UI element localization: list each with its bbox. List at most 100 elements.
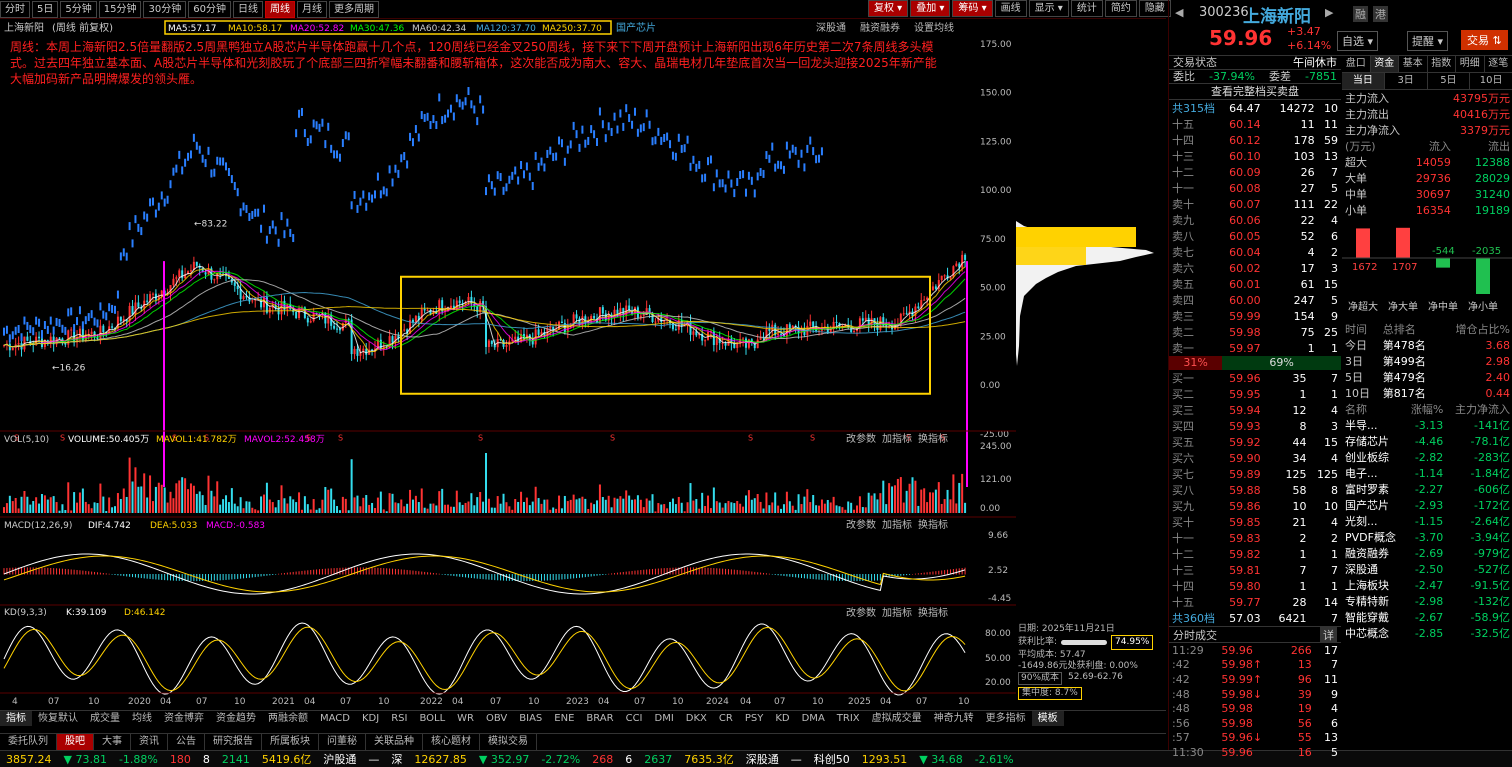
sector-row[interactable]: 上海板块 -2.47 -91.5亿 (1342, 577, 1512, 593)
panel0-btn-0[interactable]: 改参数 (846, 432, 876, 445)
panel0-btn-1[interactable]: 加指标 (882, 432, 912, 445)
tool-2[interactable]: 筹码 ▾ (952, 0, 993, 17)
indicator-8[interactable]: KDJ (361, 713, 380, 724)
ask-row[interactable]: 十二 60.09 26 7 (1169, 164, 1341, 180)
ask-row[interactable]: 卖九 60.06 22 4 (1169, 212, 1341, 228)
bid-row[interactable]: 十二 59.82 1 1 (1169, 546, 1341, 562)
info-tab-9[interactable]: 核心题材 (423, 733, 480, 750)
rt-tab-1[interactable]: 资金 (1370, 56, 1399, 72)
indicator-6[interactable]: 两融余额 (268, 713, 308, 724)
ask-row[interactable]: 卖一 59.97 1 1 (1169, 340, 1341, 356)
indicator-23[interactable]: TRIX (836, 713, 860, 724)
bid-row[interactable]: 十四 59.80 1 1 (1169, 578, 1341, 594)
tool-7[interactable]: 隐藏 (1138, 0, 1171, 17)
concept-tag[interactable]: 国产芯片 (616, 21, 656, 34)
period-9[interactable]: 更多周期 (328, 0, 379, 18)
indicator-11[interactable]: WR (457, 713, 474, 724)
watchlist-button[interactable]: 自选 ▾ (1337, 31, 1379, 51)
info-tab-2[interactable]: 大事 (94, 733, 131, 750)
bid-row[interactable]: 买四 59.93 8 3 (1169, 418, 1341, 434)
bid-row[interactable]: 买三 59.94 12 4 (1169, 402, 1341, 418)
bid-row[interactable]: 买十 59.85 21 4 (1169, 514, 1341, 530)
rt-tab-4[interactable]: 明细 (1456, 56, 1485, 72)
kline-chart[interactable]: ←83.22 ←16.26 S S S S S S S S S S S S 上海新阳 (周线 前复权) M… (0, 19, 1166, 709)
info-tab-0[interactable]: 委托队列 (0, 733, 57, 750)
tag-rzrq[interactable]: 融资融券 (860, 21, 900, 34)
tool-6[interactable]: 简约 (1104, 0, 1137, 17)
bid-row[interactable]: 买一 59.96 35 7 (1169, 370, 1341, 386)
ask-row[interactable]: 十三 60.10 103 13 (1169, 148, 1341, 164)
tool-3[interactable]: 画线 (994, 0, 1027, 17)
info-tab-5[interactable]: 研究报告 (205, 733, 262, 750)
indicator-10[interactable]: BOLL (419, 713, 446, 724)
indicator-1[interactable]: 恢复默认 (38, 713, 78, 724)
fund-tab-3[interactable]: 10日 (1470, 73, 1512, 89)
indicator-20[interactable]: PSY (744, 713, 764, 724)
indicator-12[interactable]: OBV (486, 713, 508, 724)
tool-1[interactable]: 叠加 ▾ (910, 0, 951, 17)
period-8[interactable]: 月线 (296, 0, 327, 18)
indicator-24[interactable]: 虚拟成交量 (871, 713, 922, 724)
sector-row[interactable]: 光刻... -1.15 -2.64亿 (1342, 513, 1512, 529)
info-tab-10[interactable]: 模拟交易 (480, 733, 537, 750)
panel2-btn-2[interactable]: 换指标 (918, 606, 948, 619)
info-tab-3[interactable]: 资讯 (131, 733, 168, 750)
bid-row[interactable]: 买二 59.95 1 1 (1169, 386, 1341, 402)
indicator-4[interactable]: 资金博弈 (164, 713, 204, 724)
indicator-13[interactable]: BIAS (519, 713, 543, 724)
info-tab-6[interactable]: 所属板块 (262, 733, 319, 750)
indicator-17[interactable]: DMI (654, 713, 674, 724)
info-tab-7[interactable]: 问董秘 (319, 733, 366, 750)
ask-row[interactable]: 卖四 60.00 247 5 (1169, 292, 1341, 308)
period-6[interactable]: 日线 (232, 0, 263, 18)
sector-row[interactable]: 智能穿戴 -2.67 -58.9亿 (1342, 609, 1512, 625)
full-book-link[interactable]: 查看完整档买卖盘 (1169, 84, 1341, 100)
indicator-21[interactable]: KD (775, 713, 790, 724)
indicator-15[interactable]: BRAR (586, 713, 614, 724)
ask-row[interactable]: 卖五 60.01 61 15 (1169, 276, 1341, 292)
indicator-18[interactable]: DKX (685, 713, 707, 724)
cost90-select[interactable]: 90%成本 (1018, 672, 1063, 685)
bid-row[interactable]: 买五 59.92 44 15 (1169, 434, 1341, 450)
sector-row[interactable]: 国产芯片 -2.93 -172亿 (1342, 497, 1512, 513)
indicator-0[interactable]: 指标 (0, 711, 32, 726)
indicator-16[interactable]: CCI (625, 713, 643, 724)
alert-button[interactable]: 提醒 ▾ (1407, 31, 1449, 51)
bid-row[interactable]: 十五 59.77 28 14 (1169, 594, 1341, 610)
ask-row[interactable]: 卖七 60.04 4 2 (1169, 244, 1341, 260)
tool-0[interactable]: 复权 ▾ (868, 0, 909, 17)
bid-row[interactable]: 买八 59.88 58 8 (1169, 482, 1341, 498)
period-2[interactable]: 5分钟 (60, 0, 97, 18)
indicator-22[interactable]: DMA (801, 713, 825, 724)
sector-row[interactable]: 半导... -3.13 -141亿 (1342, 417, 1512, 433)
ask-row[interactable]: 十四 60.12 178 59 (1169, 132, 1341, 148)
indicator-7[interactable]: MACD (320, 713, 350, 724)
panel1-btn-2[interactable]: 换指标 (918, 518, 948, 531)
tool-4[interactable]: 显示 ▾ (1028, 0, 1069, 17)
indicator-19[interactable]: CR (718, 713, 733, 724)
panel2-btn-0[interactable]: 改参数 (846, 606, 876, 619)
period-4[interactable]: 30分钟 (143, 0, 187, 18)
fund-tab-1[interactable]: 3日 (1385, 73, 1428, 89)
ask-row[interactable]: 卖八 60.05 52 6 (1169, 228, 1341, 244)
period-7[interactable]: 周线 (264, 0, 295, 18)
rt-tab-3[interactable]: 指数 (1428, 56, 1456, 72)
next-stock-icon[interactable]: ▶ (1325, 6, 1334, 19)
trades-detail-button[interactable]: 详 (1320, 626, 1337, 643)
trade-button[interactable]: 交易 ⇅ (1461, 30, 1508, 50)
prev-stock-icon[interactable]: ◀ (1175, 6, 1184, 19)
period-5[interactable]: 60分钟 (188, 0, 231, 18)
info-tab-1[interactable]: 股吧 (57, 733, 94, 750)
fund-tab-2[interactable]: 5日 (1428, 73, 1471, 89)
indicator-5[interactable]: 资金趋势 (216, 713, 256, 724)
bid-row[interactable]: 买七 59.89 125 125 (1169, 466, 1341, 482)
indicator-26[interactable]: 更多指标 (985, 713, 1026, 724)
info-tab-4[interactable]: 公告 (168, 733, 205, 750)
indicator-25[interactable]: 神奇九转 (933, 713, 974, 724)
panel0-btn-2[interactable]: 换指标 (918, 432, 948, 445)
tool-5[interactable]: 统计 (1070, 0, 1103, 17)
rt-tab-0[interactable]: 盘口 (1342, 56, 1371, 72)
indicator-9[interactable]: RSI (391, 713, 408, 724)
ask-row[interactable]: 十一 60.08 27 5 (1169, 180, 1341, 196)
sector-row[interactable]: 融资融券 -2.69 -979亿 (1342, 545, 1512, 561)
